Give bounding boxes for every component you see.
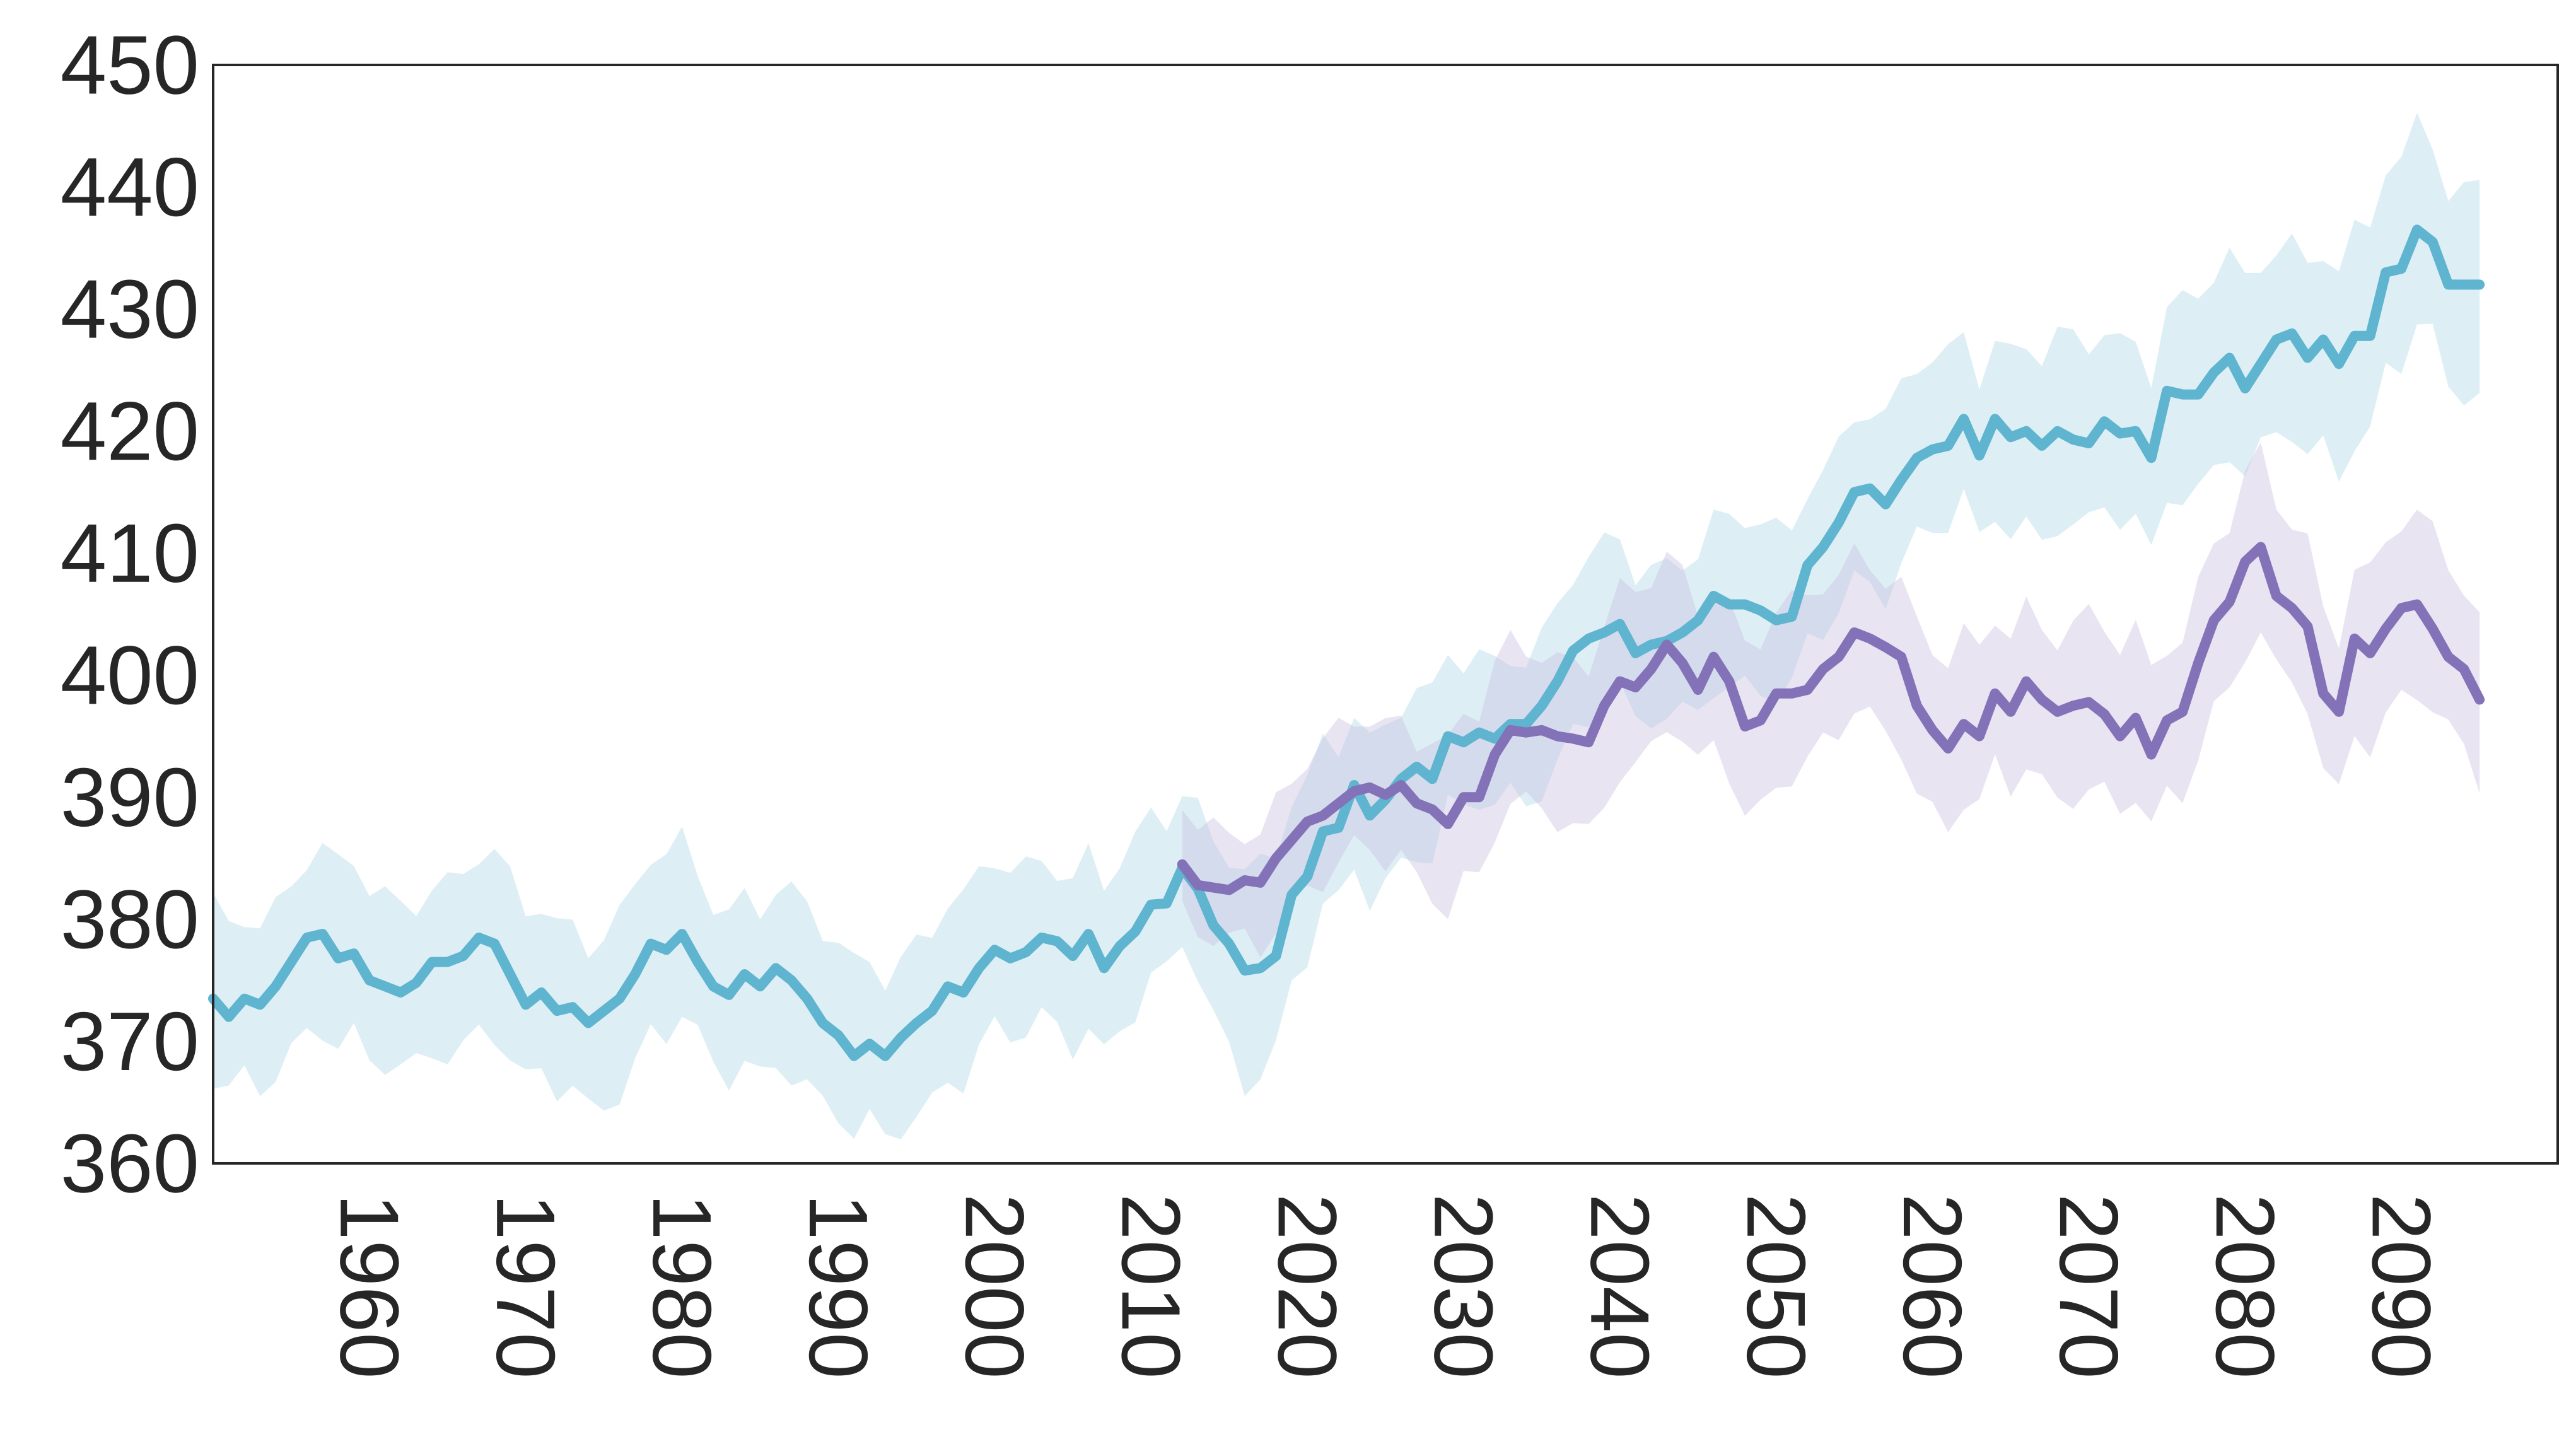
x-tick-label: 2000	[948, 1194, 1041, 1379]
x-tick-label: 2030	[1417, 1194, 1510, 1379]
y-tick-label: 450	[61, 19, 199, 112]
y-tick-label: 370	[61, 995, 199, 1088]
series-line-1	[208, 224, 2485, 1061]
y-tick-label: 430	[61, 263, 199, 356]
y-tick-label: 420	[61, 385, 199, 477]
y-tick-label: 390	[61, 751, 199, 844]
y-tick-label: 380	[61, 873, 199, 965]
x-tick-label: 2070	[2043, 1194, 2135, 1379]
confidence-band-2	[1182, 442, 2480, 958]
x-tick-label: 1970	[479, 1194, 572, 1379]
x-tick-label: 2020	[1261, 1194, 1354, 1379]
plot-frame	[212, 64, 2559, 1165]
confidence-bands	[213, 113, 2480, 1139]
x-tick-label: 2010	[1105, 1194, 1198, 1379]
x-tick-label: 1990	[792, 1194, 885, 1379]
x-tick-label: 2090	[2355, 1194, 2448, 1379]
x-tick-label: 2040	[1573, 1194, 1666, 1379]
x-tick-label: 2060	[1886, 1194, 1979, 1379]
x-tick-label: 2080	[2199, 1194, 2292, 1379]
x-tick-label: 2050	[1730, 1194, 1822, 1379]
x-axis-tick-labels: 1960 1970 1980 1990 2000 2010 2020 2030 2040 2050…	[323, 1194, 2447, 1379]
confidence-band-1	[213, 113, 2480, 1139]
y-tick-label: 410	[61, 507, 199, 600]
series-lines	[208, 224, 2485, 1061]
y-tick-label: 400	[61, 629, 199, 721]
y-tick-label: 360	[61, 1117, 199, 1210]
x-tick-label: 1980	[636, 1194, 728, 1379]
x-tick-label: 1960	[323, 1194, 416, 1379]
y-axis-tick-labels: 360 370 380 390 400 410 420 430 440 450	[61, 19, 199, 1210]
y-tick-label: 440	[61, 141, 199, 233]
series-line-2	[1177, 542, 2485, 895]
